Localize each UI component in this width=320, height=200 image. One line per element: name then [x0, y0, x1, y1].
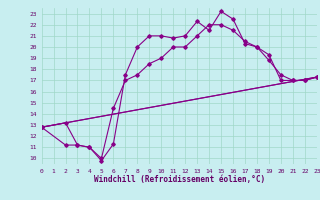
X-axis label: Windchill (Refroidissement éolien,°C): Windchill (Refroidissement éolien,°C) [94, 175, 265, 184]
